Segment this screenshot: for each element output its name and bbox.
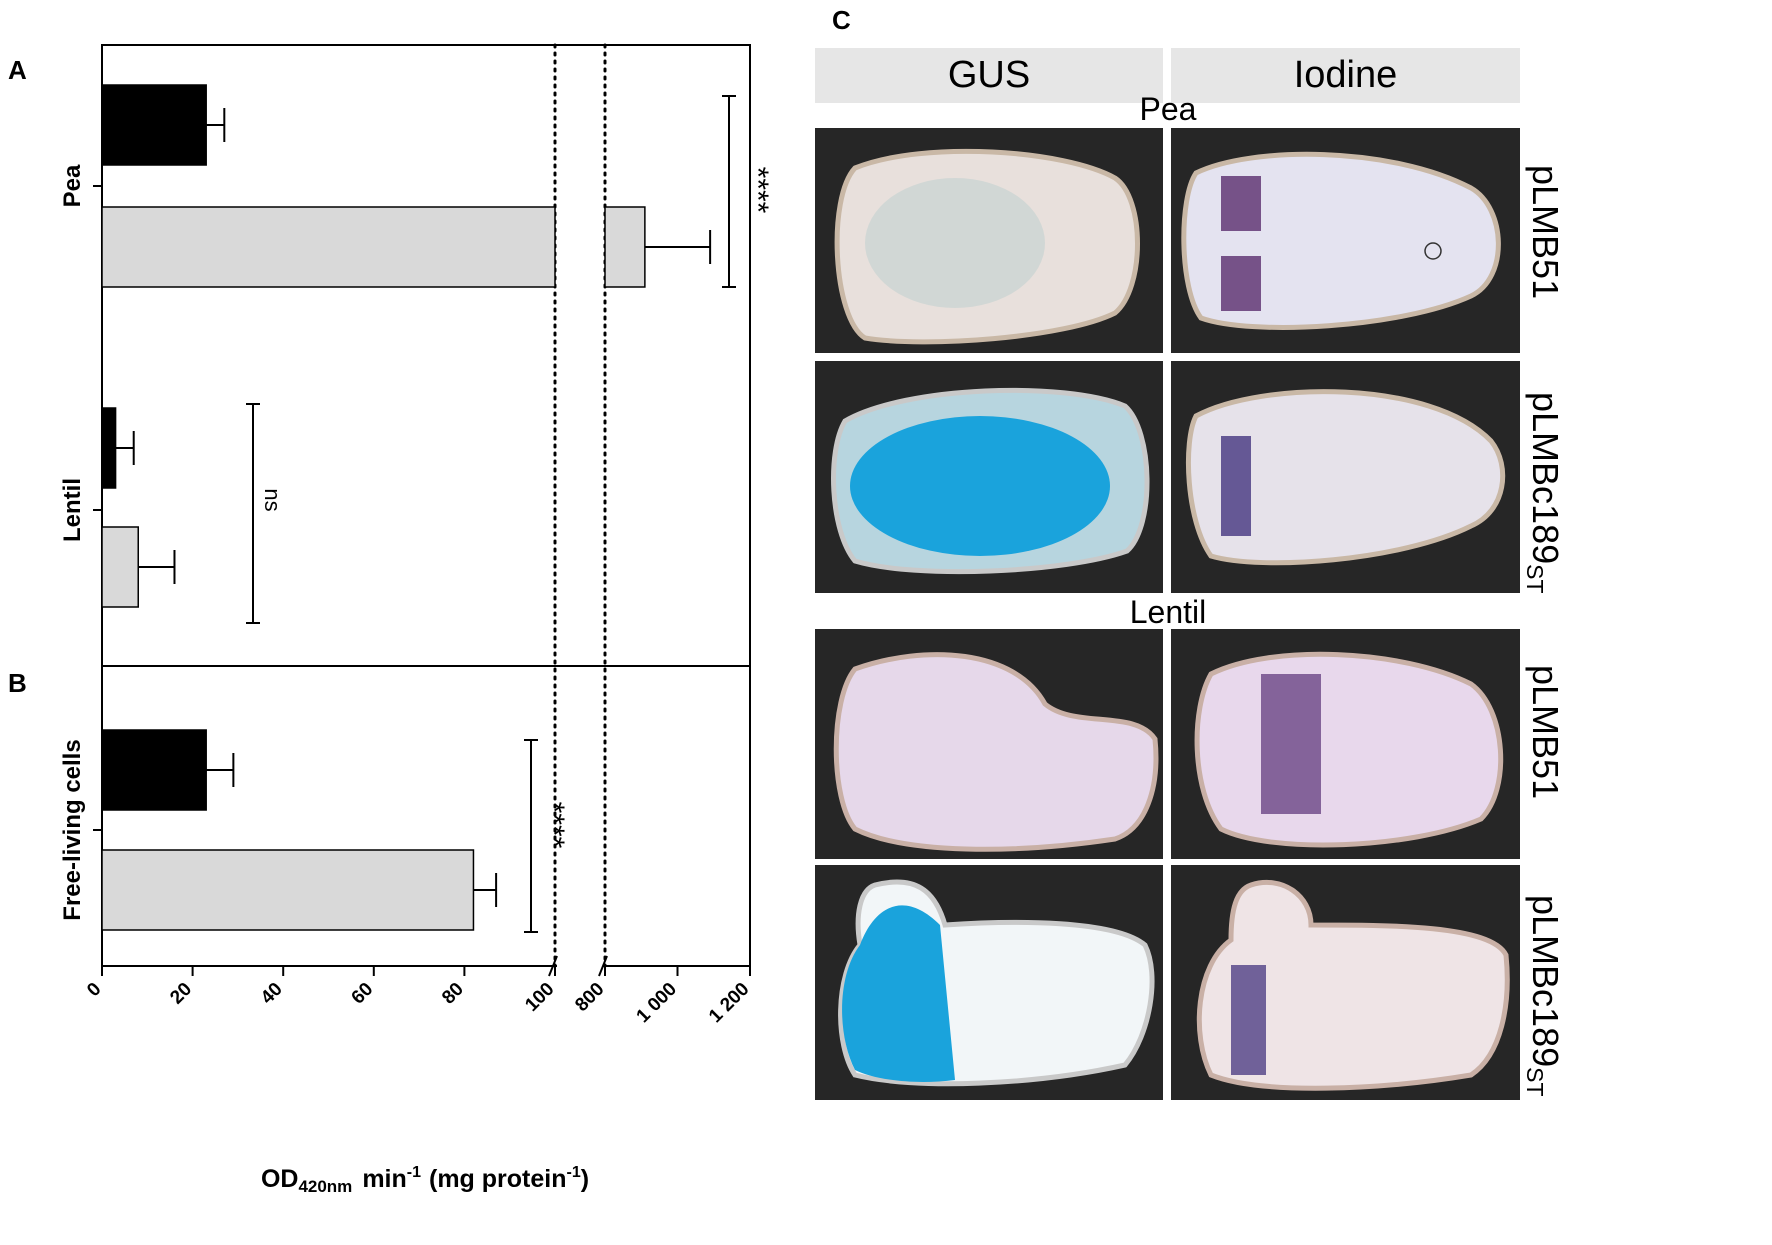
panel-letter-b: B (8, 668, 27, 698)
x-tick-label-low-2: 40 (257, 979, 287, 1009)
sig-label-lentil: ns (260, 488, 285, 511)
photo-lentil-plmbc189st-gus (815, 865, 1163, 1100)
panel-letter-c: C (832, 5, 851, 35)
sig-label-pea: **** (741, 167, 774, 214)
bar-pea-1-upper (604, 206, 646, 288)
column-header-gus: GUS (815, 48, 1163, 103)
plant-label-lentil: Lentil (1129, 594, 1207, 630)
photo-pea-plmb51-iodine (1171, 128, 1520, 353)
axis-break-gap (557, 955, 603, 977)
category-label-lentil: Lentil (59, 478, 86, 542)
sig-label-free-living-cells: **** (537, 802, 570, 849)
bar-free-living-cells-1 (101, 849, 475, 931)
x-tick-label-low-1: 20 (166, 979, 196, 1009)
photo-pea-plmbc189st-gus (815, 361, 1163, 593)
bar-pea-1 (101, 206, 556, 288)
bar-lentil-1 (101, 526, 139, 608)
column-header-iodine: Iodine (1171, 48, 1520, 103)
axis-break-mark-right (598, 955, 608, 977)
photo-pea-plmb51-gus (815, 128, 1163, 353)
x-tick-label-low-4: 80 (438, 979, 468, 1009)
photo-lentil-plmbc189st-iodine (1171, 865, 1520, 1100)
bar-lentil-0 (101, 407, 117, 489)
row-label-pea-plmbc189st: pLMBc189ST (1522, 392, 1566, 594)
photo-lentil-plmb51-gus (815, 629, 1163, 859)
bar-chart: **** ns **** 0 20 40 60 80 100 800 1 000 1 200 Pea… (59, 43, 774, 1196)
category-label-free-living-cells: Free-living cells (59, 739, 86, 920)
x-tick-label-high-2: 1 200 (705, 979, 753, 1027)
x-tick-label-low-3: 60 (348, 979, 378, 1009)
photo-pea-plmbc189st-iodine (1171, 361, 1520, 593)
x-tick-label-low-0: 0 (83, 979, 105, 1001)
x-tick-label-low-5: 100 (521, 979, 558, 1016)
category-label-pea: Pea (59, 164, 86, 207)
bar-free-living-cells-0 (101, 729, 207, 811)
bar-pea-0 (101, 84, 207, 166)
x-tick-label-high-0: 800 (571, 979, 608, 1016)
row-label-lentil-plmbc189st: pLMBc189ST (1522, 895, 1566, 1097)
photo-lentil-plmb51-iodine (1171, 629, 1520, 859)
axis-break-mark-left (548, 955, 558, 977)
row-label-pea-plmb51: pLMB51 (1525, 165, 1566, 300)
row-label-lentil-plmb51: pLMB51 (1525, 665, 1566, 800)
x-tick-label-high-1: 1 000 (633, 979, 681, 1027)
x-axis-title: OD420nm min-1 (mg protein-1) (261, 1164, 589, 1196)
panel-letter-a: A (8, 55, 27, 85)
plant-label-pea: Pea (1139, 91, 1197, 127)
plot-frame-b (101, 665, 751, 967)
